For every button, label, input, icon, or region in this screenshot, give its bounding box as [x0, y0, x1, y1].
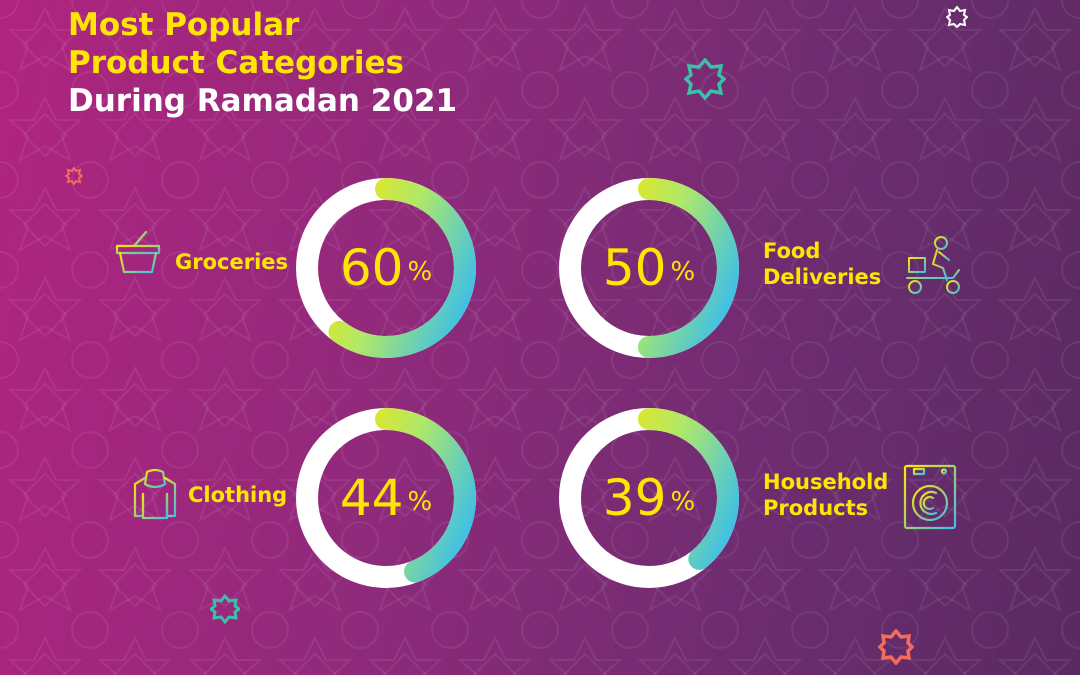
donut-chart-household-products: 39 %	[559, 408, 739, 588]
hoodie-icon	[133, 468, 177, 520]
title-line-2: Product Categories	[68, 45, 404, 81]
ring-value	[559, 178, 739, 358]
label-line: Food	[763, 239, 821, 263]
shopping-basket-icon	[115, 230, 161, 274]
percent-symbol: %	[407, 257, 433, 287]
label-clothing: Clothing	[188, 482, 287, 508]
ring-value	[296, 408, 476, 588]
donut-chart-clothing: 44 %	[296, 408, 476, 588]
delivery-scooter-icon	[904, 236, 960, 294]
percent-value: 50	[602, 239, 667, 297]
percent-symbol: %	[670, 257, 696, 287]
label-line: Groceries	[175, 250, 289, 274]
percent-symbol: %	[670, 487, 696, 517]
label-line: Household	[763, 470, 889, 494]
page-title: Most Popular Product Categories During R…	[68, 6, 457, 120]
label-household-products: Household Products	[763, 469, 888, 521]
title-line-3: During Ramadan 2021	[68, 83, 458, 119]
title-line-1: Most Popular	[68, 7, 300, 43]
percent-value: 44	[339, 469, 404, 527]
percent-value: 39	[602, 469, 667, 527]
label-food-deliveries: Food Deliveries	[763, 238, 881, 290]
percent-value: 60	[339, 239, 404, 297]
decorative-star-icon	[878, 629, 914, 665]
ring-value	[559, 408, 739, 588]
decorative-star-icon	[684, 58, 726, 100]
label-line: Deliveries	[763, 265, 882, 289]
decorative-star-icon	[946, 6, 968, 28]
label-groceries: Groceries	[175, 249, 288, 275]
decorative-star-icon	[210, 594, 240, 624]
donut-chart-food-deliveries: 50 %	[559, 178, 739, 358]
label-line: Products	[763, 496, 869, 520]
washing-machine-icon	[903, 464, 957, 530]
decorative-star-icon	[65, 167, 83, 185]
donut-chart-groceries: 60 %	[296, 178, 476, 358]
percent-symbol: %	[407, 487, 433, 517]
ring-value	[296, 178, 476, 358]
label-line: Clothing	[188, 483, 288, 507]
